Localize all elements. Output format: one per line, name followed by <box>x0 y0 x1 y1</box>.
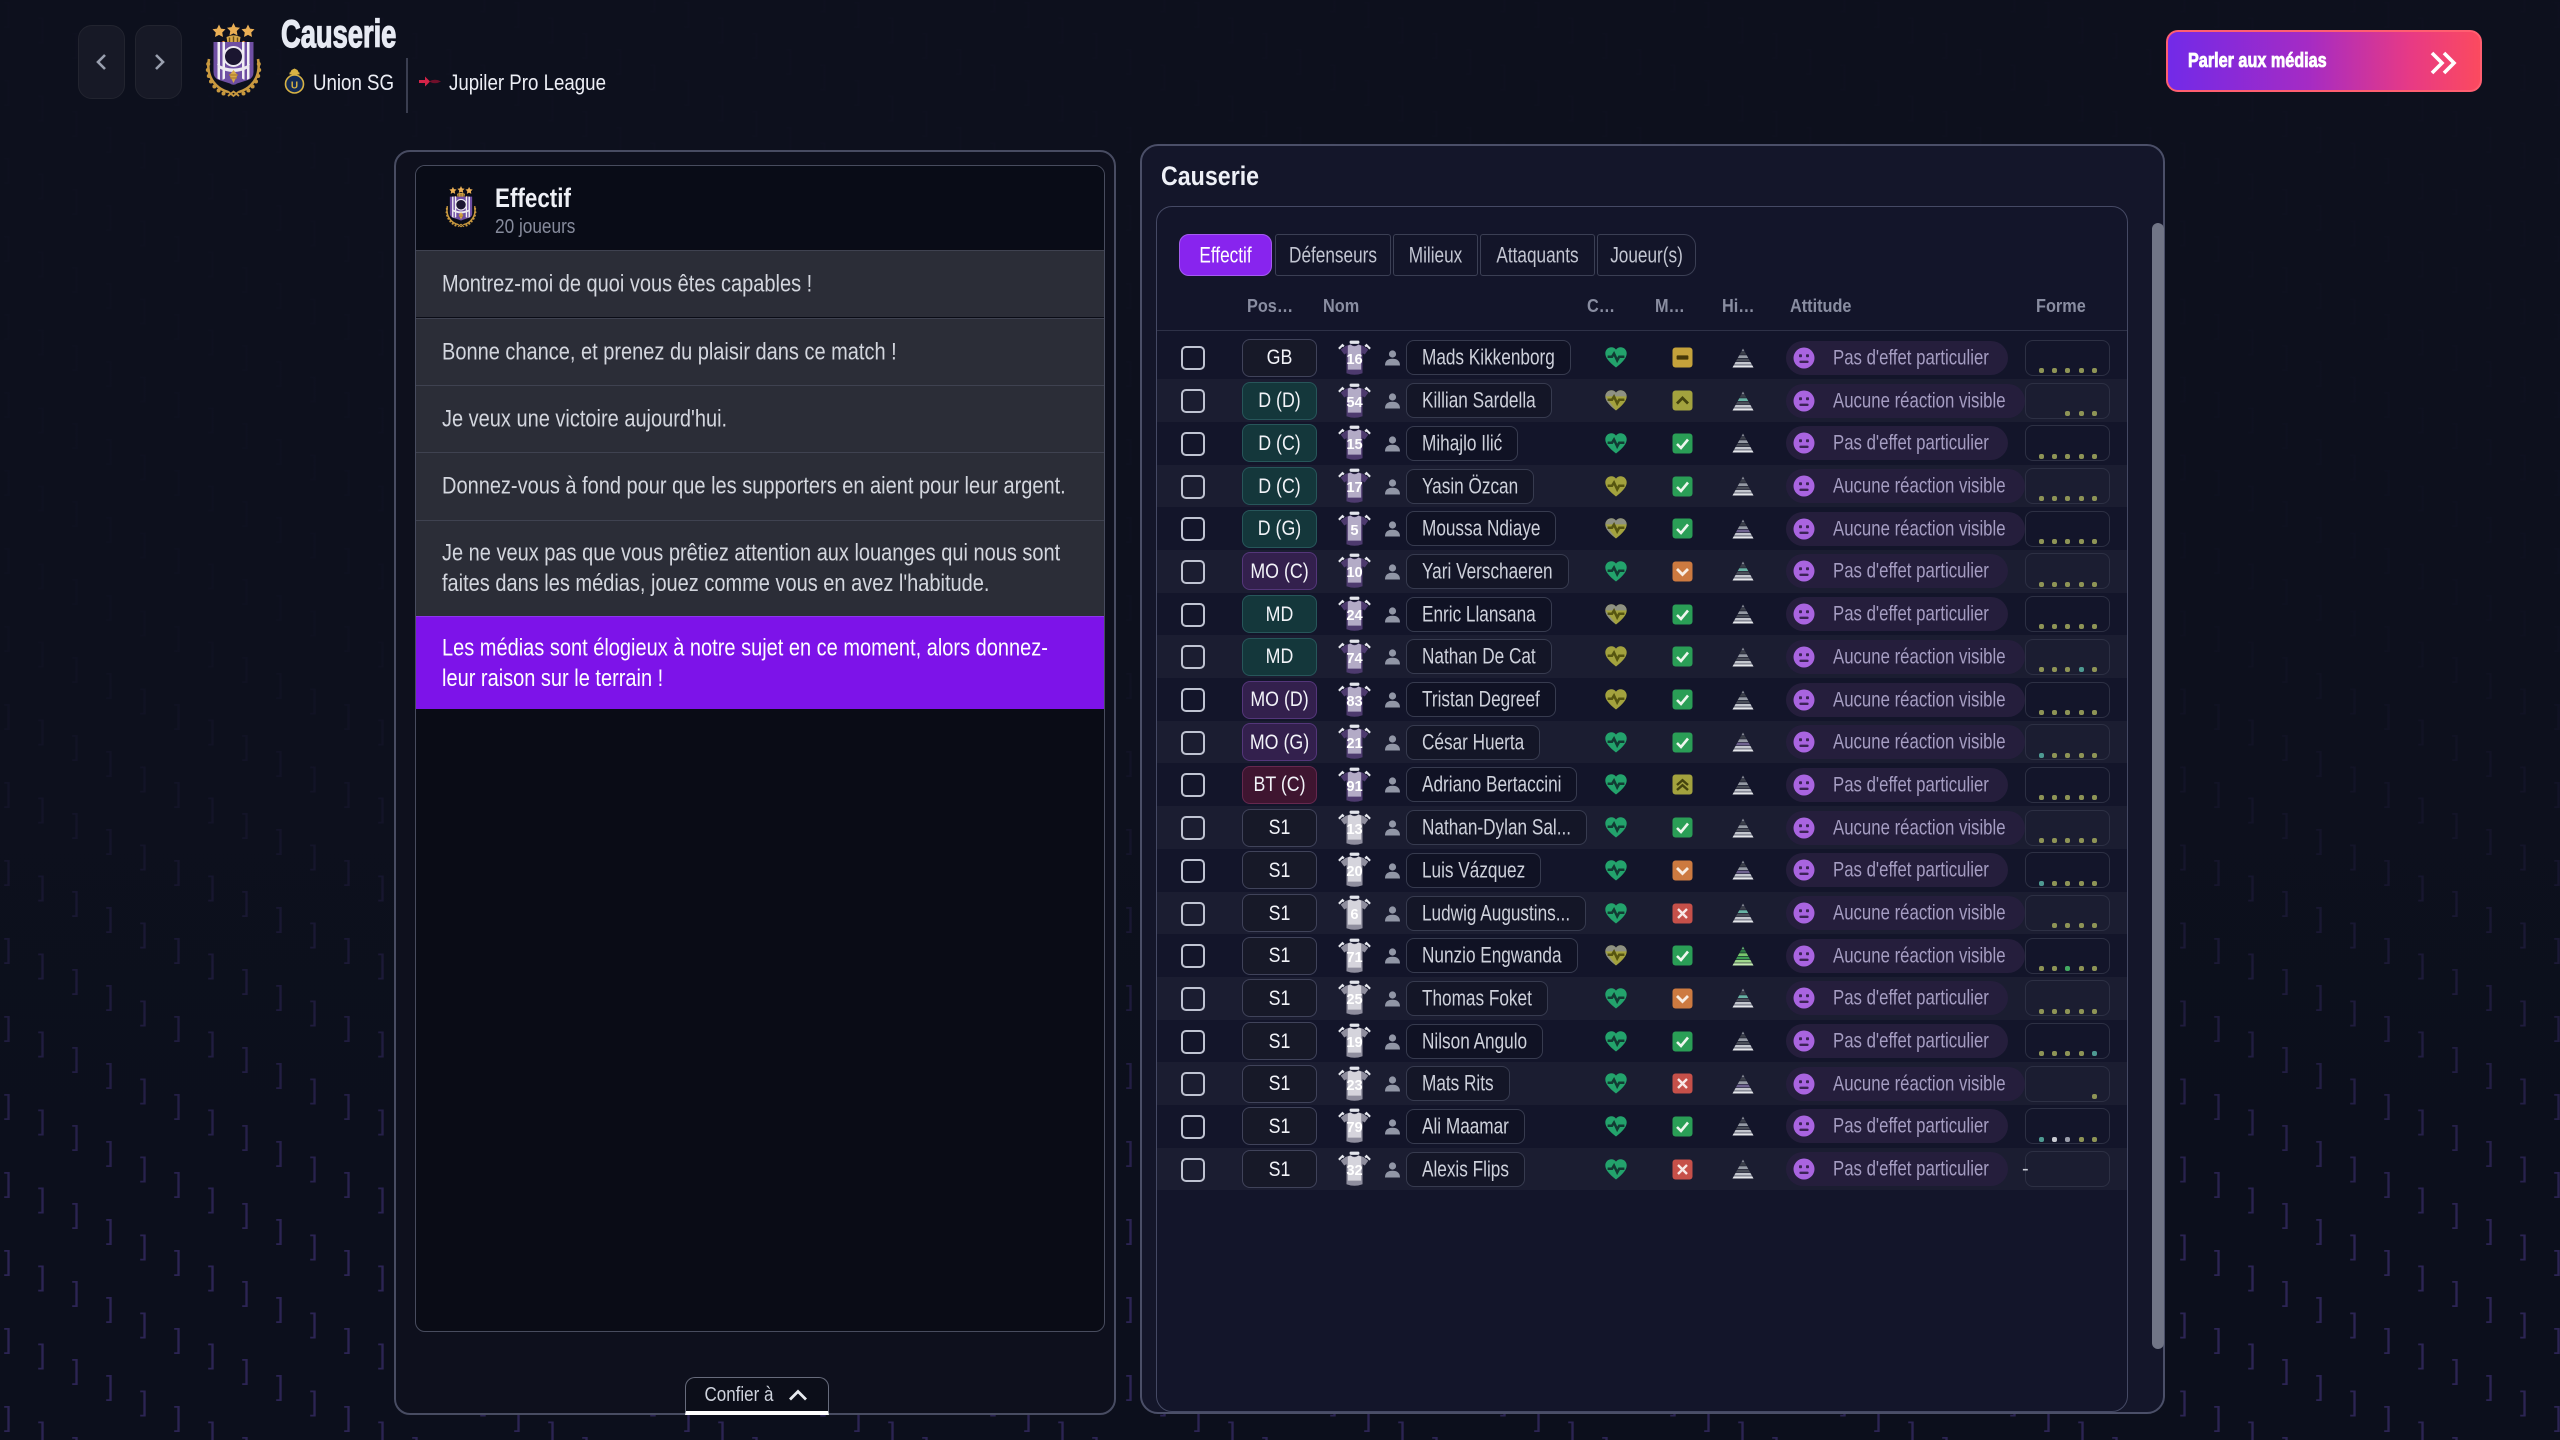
svg-text:21: 21 <box>1346 736 1362 752</box>
svg-text:74: 74 <box>1346 651 1363 667</box>
svg-text:16: 16 <box>1346 352 1362 368</box>
svg-text:20: 20 <box>1346 864 1362 880</box>
svg-text:24: 24 <box>1346 608 1363 624</box>
svg-text:83: 83 <box>1346 693 1362 709</box>
svg-text:6: 6 <box>1350 907 1358 923</box>
svg-text:23: 23 <box>1346 1078 1362 1094</box>
svg-text:79: 79 <box>1346 1120 1362 1136</box>
svg-text:71: 71 <box>1346 950 1362 966</box>
svg-text:17: 17 <box>1346 480 1362 496</box>
svg-text:U: U <box>291 81 298 92</box>
svg-text:10: 10 <box>1346 565 1362 581</box>
svg-text:15: 15 <box>1346 437 1362 453</box>
svg-text:13: 13 <box>1346 821 1362 837</box>
svg-text:54: 54 <box>1346 394 1363 410</box>
svg-text:25: 25 <box>1346 992 1362 1008</box>
svg-text:91: 91 <box>1346 779 1362 795</box>
svg-text:19: 19 <box>1346 1035 1362 1051</box>
svg-text:5: 5 <box>1350 522 1358 538</box>
svg-text:32: 32 <box>1346 1163 1362 1179</box>
